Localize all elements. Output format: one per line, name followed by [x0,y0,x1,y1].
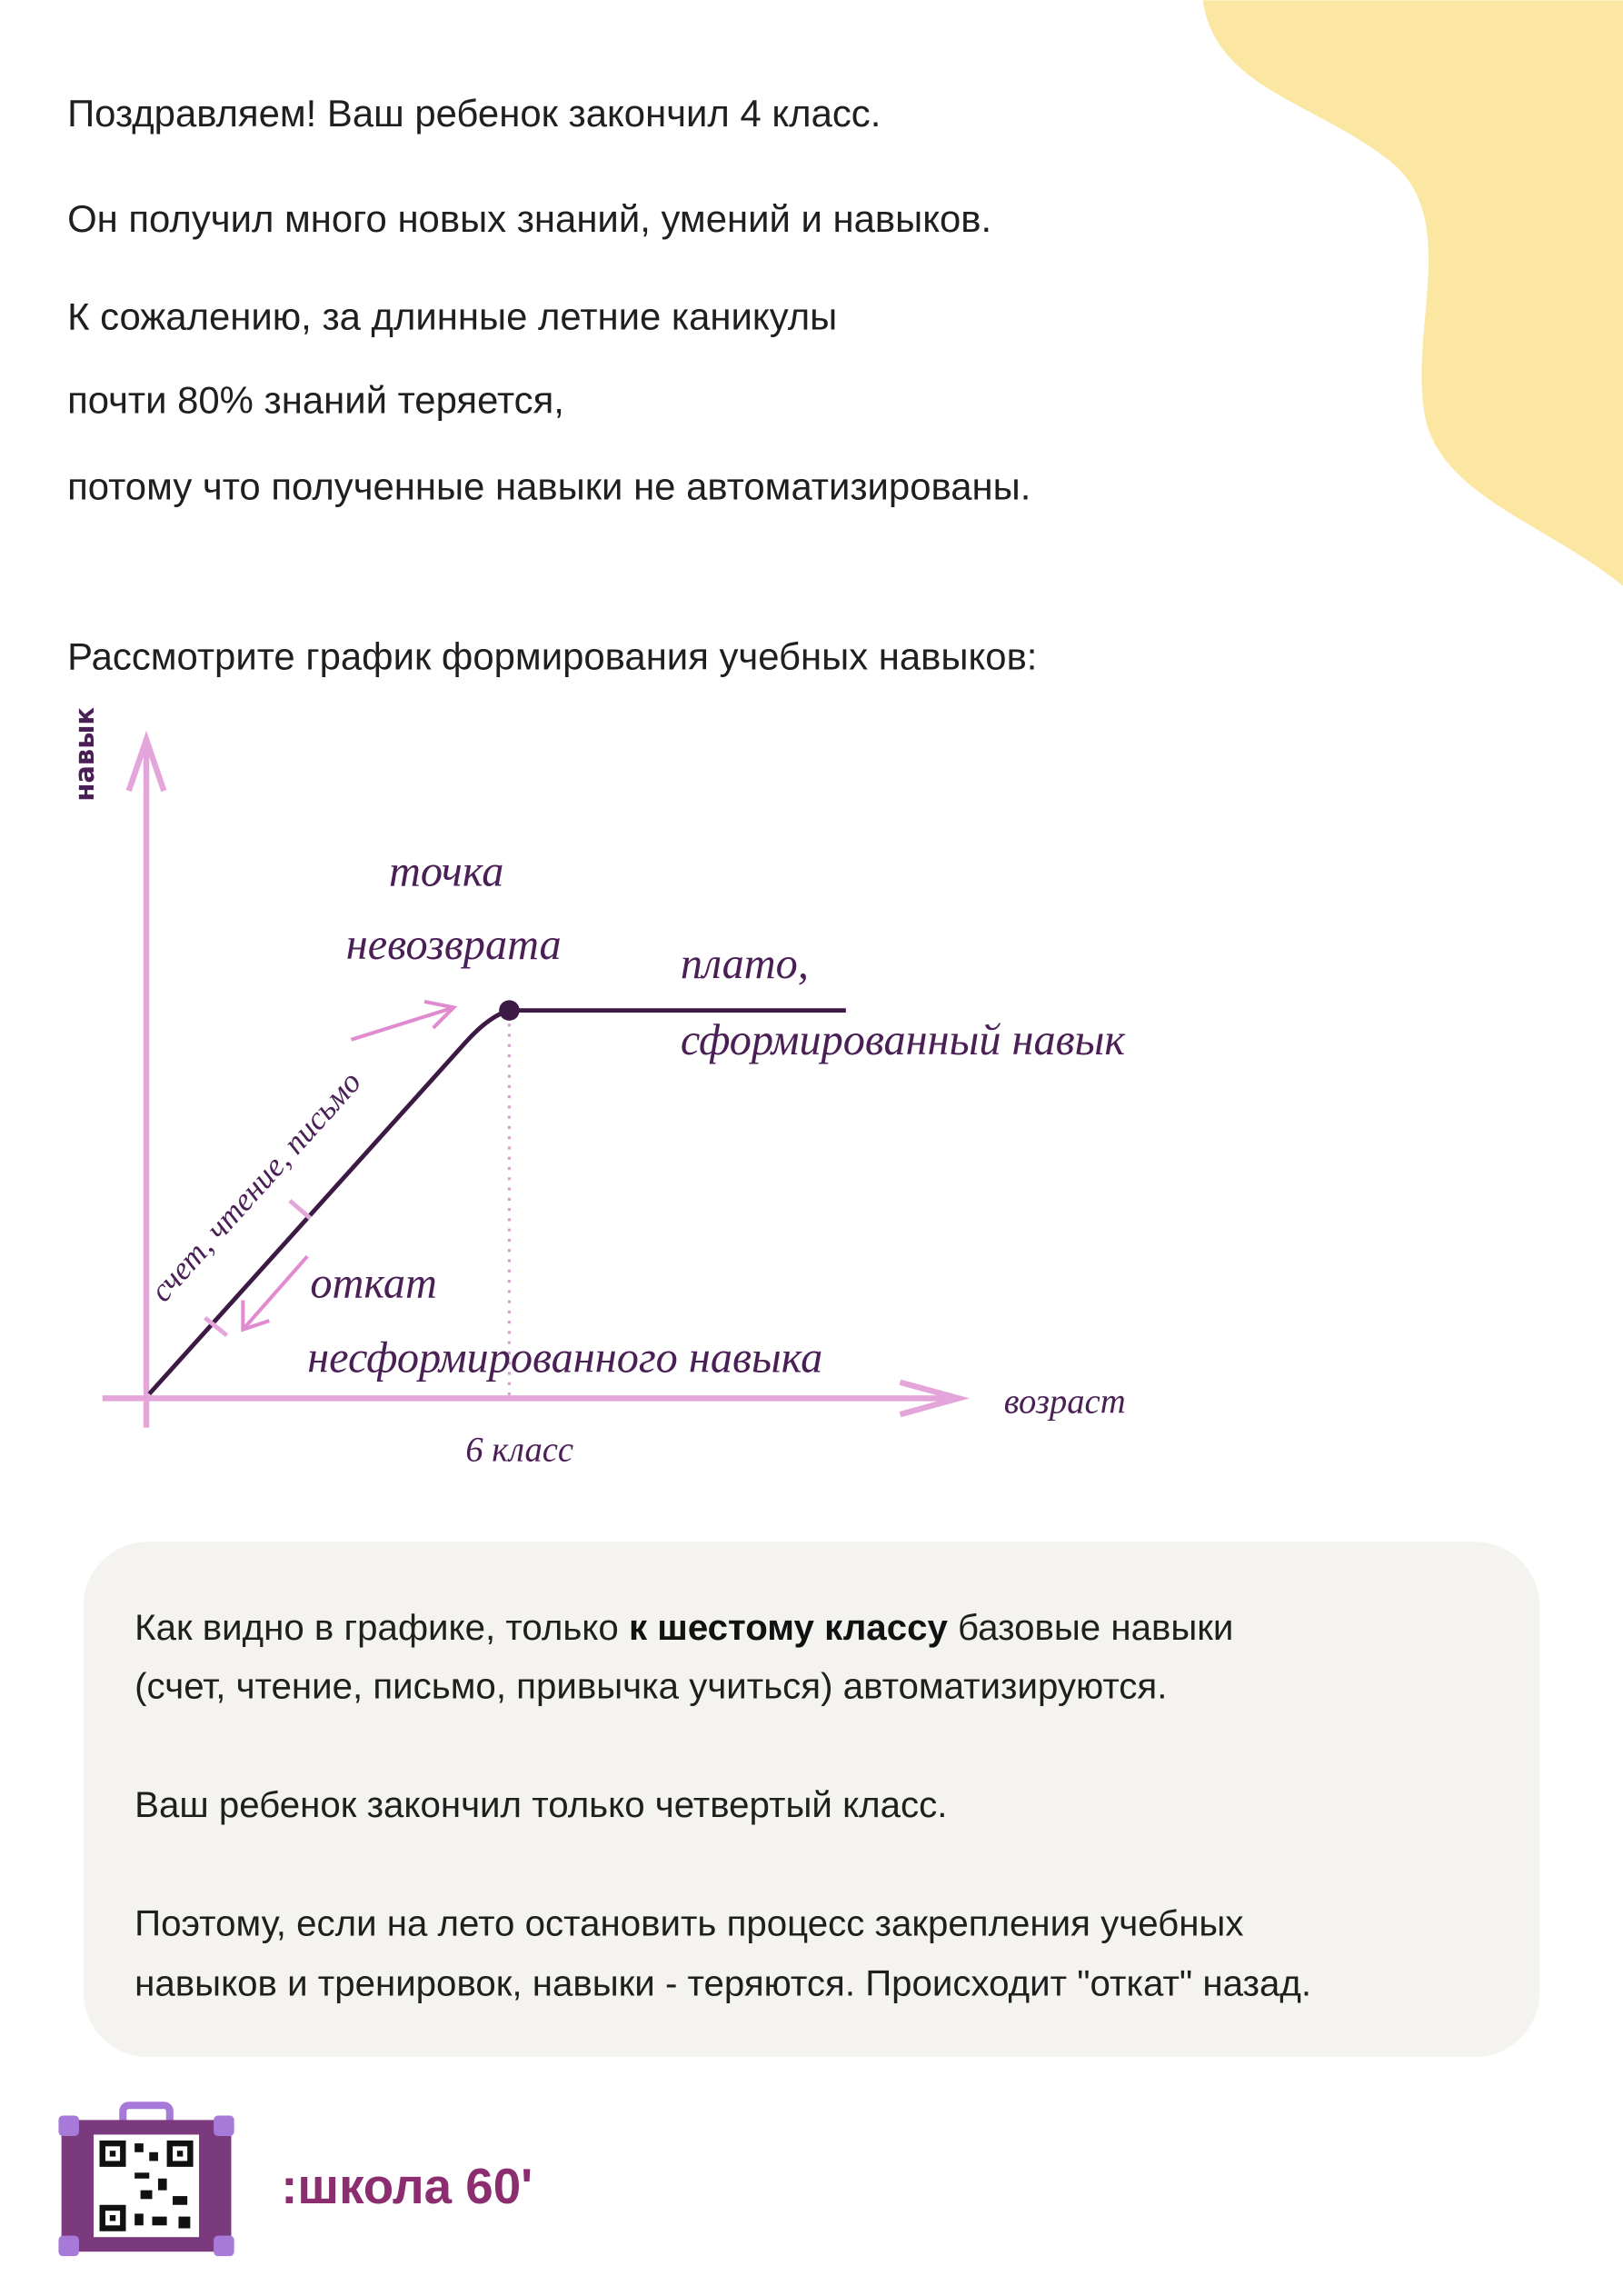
intro-line: почти 80% знаний теряется, [67,379,564,422]
point-label: точка [389,848,503,896]
callout-line: Как видно в графике, только к шестому кл… [134,1607,1233,1648]
point-label: невозврата [346,921,562,969]
y-axis-arrow [125,730,167,793]
qr-pattern [99,2140,194,2231]
rollback-label: откат [310,1259,436,1307]
arrow [241,1254,309,1332]
rollback-label: несформированного навыка [307,1333,822,1382]
callout-line: Поэтому, если на лето остановить процесс… [134,1902,1243,1943]
point [499,1000,520,1021]
text-run: базовые навыки [958,1607,1233,1648]
tick [288,1199,312,1221]
corner [58,2115,79,2137]
arrow-head [241,1300,270,1333]
logo: :школа 60' [281,2158,533,2214]
corner [214,2115,234,2137]
arrow-head [423,999,458,1030]
prompt: Рассмотрите график формирования учебных … [67,634,1037,677]
decor-blob [1202,0,1623,586]
plateau-label: плато, [681,940,809,988]
x-axis-arrow [899,1379,970,1418]
emphasis: к шестому классу [629,1607,949,1648]
text-run: Как видно в графике, только [134,1607,619,1648]
callout: Как видно в графике, только к шестому кл… [134,1607,1311,2003]
qr-suitcase [58,2101,234,2257]
callout-box [83,1542,1540,2058]
corner [214,2235,234,2257]
corner [58,2235,79,2257]
tick [203,1315,229,1338]
intro-line: Поздравляем! Ваш ребенок закончил 4 клас… [67,92,881,135]
intro: Поздравляем! Ваш ребенок закончил 4 клас… [67,92,1037,677]
callout-line: (счет, чтение, письмо, привычка учиться)… [134,1666,1167,1707]
arrow [350,1005,454,1042]
x-axis-label: возраст [1004,1383,1126,1421]
intro-line: Он получил много новых знаний, умений и … [67,197,991,240]
callout-line: Ваш ребенок закончил только четвертый кл… [134,1784,947,1825]
diagram: навык возраст 6 класс точка невозврата п… [69,707,1126,1470]
y-axis-label: навык [69,707,100,802]
intro-line: потому что полученные навыки не автомати… [67,465,1031,508]
intro-line: К сожалению, за длинные летние каникулы [67,295,837,338]
plateau-label: сформированный навык [681,1016,1125,1064]
callout-line: навыков и тренировок, навыки - теряются.… [134,1962,1311,2003]
x-marker-label: 6 класс [465,1432,573,1470]
